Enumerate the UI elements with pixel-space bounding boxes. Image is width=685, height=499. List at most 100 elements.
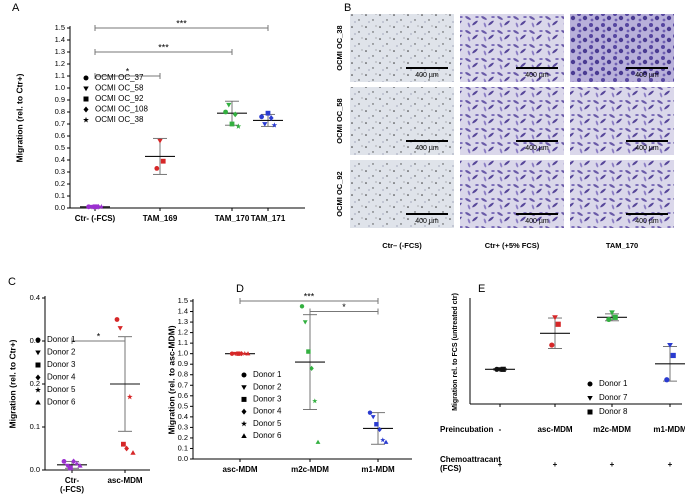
marker xyxy=(306,349,311,354)
significance: *** xyxy=(304,291,315,301)
marker xyxy=(312,398,318,404)
legend-label: OCMI OC_108 xyxy=(95,105,148,114)
marker xyxy=(302,320,308,325)
marker xyxy=(124,445,129,452)
micrograph xyxy=(460,14,564,82)
legend-label: Donor 1 xyxy=(253,370,282,379)
y-tick-label: 0.2 xyxy=(55,179,65,188)
scale-bar-label: 400 µm xyxy=(415,72,439,79)
marker xyxy=(555,321,561,327)
marker xyxy=(229,351,235,356)
y-tick-label: 0.1 xyxy=(178,443,188,452)
marker xyxy=(126,393,133,400)
legend-label: OCMI OC_58 xyxy=(95,84,144,93)
y-tick-label: 1.4 xyxy=(55,35,65,44)
x-tick-label: m1-MDM xyxy=(653,425,685,434)
legend-label: Donor 2 xyxy=(47,348,76,357)
x-tick-label: TAM_170 xyxy=(215,214,250,223)
marker xyxy=(35,362,41,368)
legend-label: Donor 6 xyxy=(47,398,76,407)
x-tick-label: TAM_169 xyxy=(143,214,178,223)
marker xyxy=(83,106,89,113)
micrograph xyxy=(570,14,674,82)
y-tick-label: 0.8 xyxy=(178,370,188,379)
legend-label: Donor 1 xyxy=(47,335,76,344)
x-tick-label: Ctr-(-FCS) xyxy=(60,476,84,494)
marker xyxy=(241,372,247,378)
y-tick-label: 0.4 xyxy=(55,155,65,164)
legend-label: Donor 4 xyxy=(253,407,282,416)
marker xyxy=(380,437,386,443)
marker xyxy=(245,351,251,356)
marker xyxy=(552,315,558,321)
x-tick-label: - xyxy=(499,425,502,434)
marker xyxy=(61,458,67,464)
y-tick-label: 1.0 xyxy=(178,349,188,358)
significance: * xyxy=(126,66,130,76)
legend-label: Donor 2 xyxy=(253,382,282,391)
x-tick-label: asc-MDM xyxy=(107,476,142,485)
marker xyxy=(236,351,241,356)
marker xyxy=(235,123,242,129)
column-label: Ctr– (-FCS) xyxy=(382,241,422,250)
marker xyxy=(95,203,101,210)
legend-label: OCMI OC_37 xyxy=(95,73,144,82)
marker xyxy=(77,463,83,468)
marker xyxy=(606,316,612,323)
x-tick-label: Ctr- (-FCS) xyxy=(75,214,116,223)
y-tick-label: 0.6 xyxy=(55,131,65,140)
y-tick-label: 0.1 xyxy=(55,191,65,200)
column-label: TAM_170 xyxy=(606,241,638,250)
marker xyxy=(259,114,264,120)
marker xyxy=(242,350,248,356)
y-axis-title: Migration (rel. to Ctr+) xyxy=(14,73,24,162)
scale-bar-label: 400 µm xyxy=(635,145,659,152)
marker xyxy=(35,386,41,393)
marker xyxy=(239,351,244,357)
marker xyxy=(121,441,126,447)
y-tick-label: 1.3 xyxy=(55,47,65,56)
marker xyxy=(98,203,105,210)
x-tick-label: m1-MDM xyxy=(361,465,395,474)
y-tick-label: 0.0 xyxy=(30,465,40,474)
marker xyxy=(226,102,232,108)
marker xyxy=(262,122,268,127)
y-axis-title: Migration (rel. to asc-MDM) xyxy=(166,325,176,434)
marker xyxy=(587,396,593,401)
micrograph xyxy=(460,160,564,228)
marker xyxy=(609,310,615,316)
marker xyxy=(130,450,136,455)
y-tick-label: 0.3 xyxy=(55,167,65,176)
marker xyxy=(35,374,41,381)
legend-label: Donor 7 xyxy=(599,393,628,402)
row-label: Chemoattracant (FCS) xyxy=(440,455,501,473)
legend-label: Donor 4 xyxy=(47,373,76,382)
y-tick-label: 0.7 xyxy=(178,380,188,389)
legend-label: Donor 5 xyxy=(253,419,282,428)
marker xyxy=(114,317,120,322)
micrograph xyxy=(350,14,454,82)
y-tick-label: 0.3 xyxy=(30,336,40,345)
scale-bar-label: 400 µm xyxy=(415,218,439,225)
x-tick-label: asc-MDM xyxy=(222,465,257,474)
marker xyxy=(241,396,247,402)
y-tick-label: 0.5 xyxy=(178,401,188,410)
micrograph xyxy=(570,87,674,155)
legend-label: Donor 6 xyxy=(253,431,282,440)
x-tick-label: asc-MDM xyxy=(537,425,572,434)
marker xyxy=(612,314,618,320)
significance: *** xyxy=(158,42,169,52)
y-axis-title: Migration (rel. to Ctr+) xyxy=(7,339,17,428)
micrograph xyxy=(350,160,454,228)
marker xyxy=(92,204,98,210)
marker xyxy=(154,165,160,171)
y-tick-label: 0.4 xyxy=(178,412,188,421)
y-tick-label: 0.0 xyxy=(178,454,188,463)
panel-letter: D xyxy=(236,283,244,295)
y-tick-label: 1.1 xyxy=(55,71,65,80)
y-tick-label: 1.5 xyxy=(178,296,188,305)
marker xyxy=(268,115,274,121)
scale-bar-label: 400 µm xyxy=(525,72,549,79)
marker xyxy=(83,86,89,92)
